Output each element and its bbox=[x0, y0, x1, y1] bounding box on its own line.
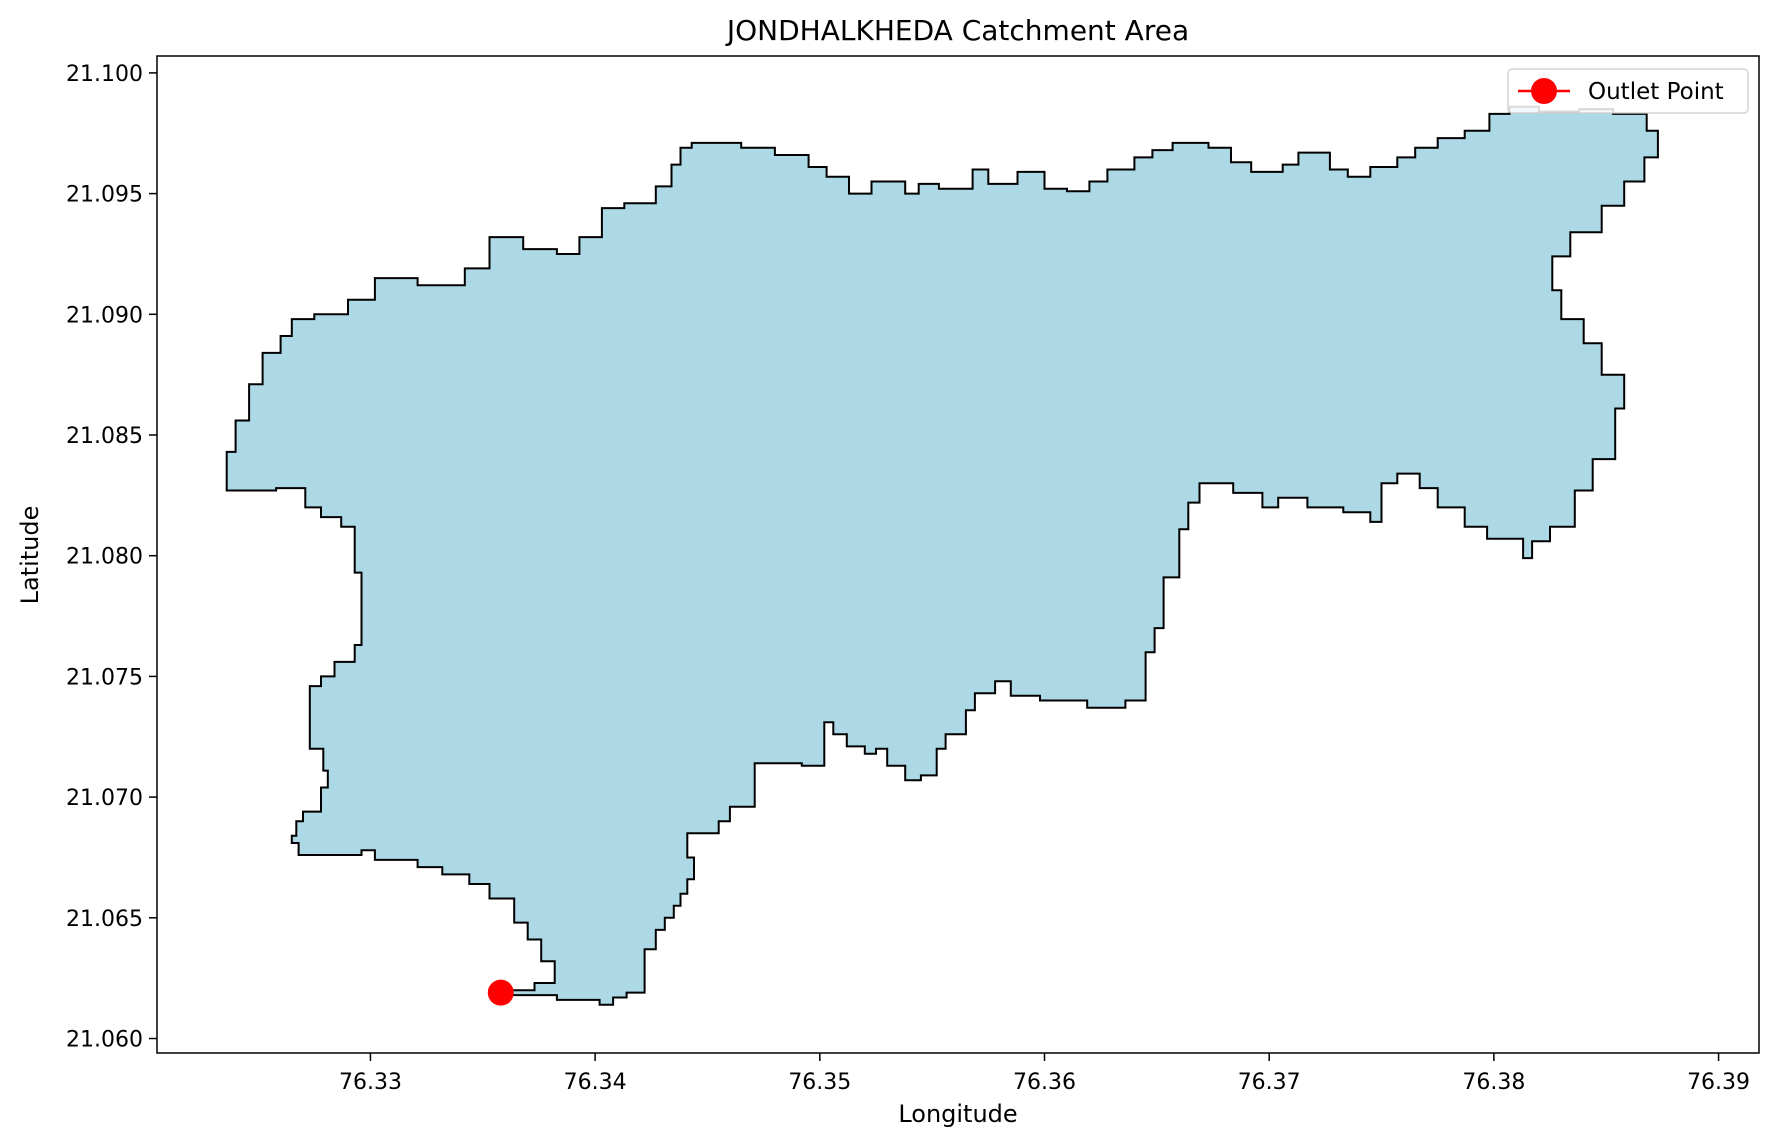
x-axis-label: Longitude bbox=[898, 1100, 1017, 1128]
plot-area bbox=[225, 105, 1659, 1006]
y-tick-label: 21.065 bbox=[66, 907, 143, 932]
x-tick-label: 76.33 bbox=[339, 1070, 402, 1095]
x-tick-label: 76.34 bbox=[564, 1070, 627, 1095]
axes-frame bbox=[156, 55, 1760, 1054]
x-tick-label: 76.39 bbox=[1687, 1070, 1750, 1095]
outlet-point-marker bbox=[487, 979, 514, 1006]
legend-marker bbox=[1531, 78, 1557, 104]
x-tick-label: 76.37 bbox=[1238, 1070, 1301, 1095]
y-tick-label: 21.080 bbox=[66, 545, 143, 570]
y-tick-label: 21.075 bbox=[66, 665, 143, 690]
x-tick-label: 76.36 bbox=[1013, 1070, 1076, 1095]
y-tick-label: 21.090 bbox=[66, 303, 143, 328]
legend-label: Outlet Point bbox=[1588, 79, 1724, 105]
y-tick-label: 21.060 bbox=[66, 1028, 143, 1053]
catchment-polygon bbox=[225, 105, 1659, 1006]
y-tick-label: 21.095 bbox=[66, 183, 143, 208]
y-tick-label: 21.070 bbox=[66, 786, 143, 811]
x-tick-label: 76.35 bbox=[788, 1070, 851, 1095]
y-tick-label: 21.100 bbox=[66, 62, 143, 87]
chart-title: JONDHALKHEDA Catchment Area bbox=[725, 14, 1189, 47]
x-axis: 76.33 76.34 76.35 76.36 76.37 76.38 76.39 bbox=[339, 1053, 1750, 1095]
y-tick-label: 21.085 bbox=[66, 424, 143, 449]
x-tick-label: 76.38 bbox=[1462, 1070, 1525, 1095]
legend: Outlet Point bbox=[1507, 68, 1749, 114]
y-axis: 21.060 21.065 21.070 21.075 21.080 21.085 21.0… bbox=[66, 62, 157, 1053]
legend-box bbox=[1507, 68, 1749, 114]
y-axis-label: Latitude bbox=[16, 506, 44, 605]
